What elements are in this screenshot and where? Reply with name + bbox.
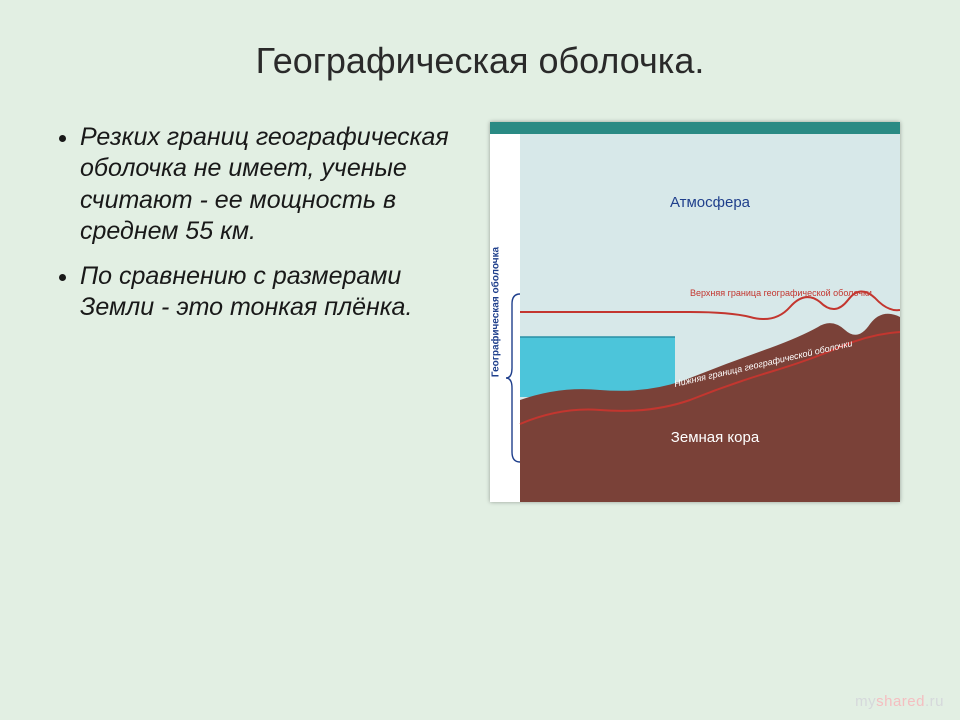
watermark-suffix: .ru	[925, 693, 944, 710]
bullet-item: Резких границ географическая оболочка не…	[80, 122, 480, 247]
watermark-accent: shared	[876, 693, 925, 710]
bullet-item: По сравнению с размерами Земли - это тон…	[80, 261, 480, 324]
diagram-svg: Атмосфера Земная кора Верхняя граница геог…	[490, 122, 900, 502]
bullet-list: Резких границ географическая оболочка не…	[50, 122, 480, 502]
slide-title: Географическая оболочка.	[50, 40, 910, 82]
watermark-pre: my	[855, 693, 876, 710]
watermark: myshared.ru	[855, 693, 944, 710]
diagram-sidebar-label: Географическая оболочка	[491, 247, 502, 377]
svg-text:Атмосфера: Атмосфера	[670, 194, 751, 211]
svg-text:Земная кора: Земная кора	[671, 429, 760, 446]
svg-text:Верхняя граница географической: Верхняя граница географической оболочки	[690, 288, 872, 298]
earth-shell-diagram: Атмосфера Земная кора Верхняя граница геог…	[490, 122, 900, 502]
slide: Географическая оболочка. Резких границ г…	[0, 0, 960, 720]
content-row: Резких границ географическая оболочка не…	[50, 122, 910, 502]
